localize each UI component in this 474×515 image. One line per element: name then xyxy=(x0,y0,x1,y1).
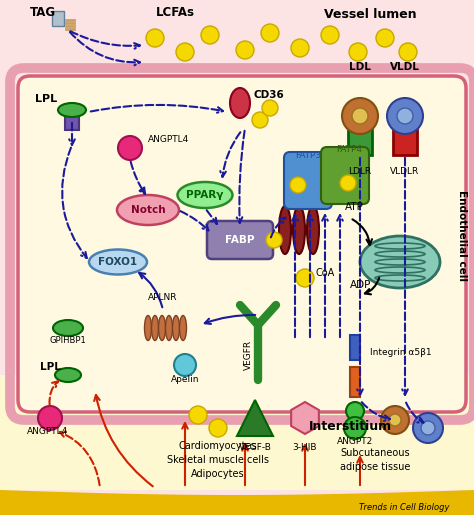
Polygon shape xyxy=(237,400,273,436)
Bar xyxy=(350,335,360,360)
Text: Integrin α5β1: Integrin α5β1 xyxy=(370,348,432,357)
Text: FOXO1: FOXO1 xyxy=(99,257,137,267)
Text: CD36: CD36 xyxy=(254,90,285,100)
Circle shape xyxy=(387,98,423,134)
Circle shape xyxy=(201,26,219,44)
Bar xyxy=(350,367,360,397)
Text: PPARγ: PPARγ xyxy=(186,190,224,200)
Text: APLNR: APLNR xyxy=(148,293,178,302)
FancyBboxPatch shape xyxy=(207,221,273,259)
Text: LPL: LPL xyxy=(40,362,61,372)
Text: CoA: CoA xyxy=(316,268,335,278)
Circle shape xyxy=(389,414,401,426)
Circle shape xyxy=(376,29,394,47)
Circle shape xyxy=(397,108,413,124)
Polygon shape xyxy=(291,402,319,434)
Circle shape xyxy=(290,177,306,193)
Text: GPIHBP1: GPIHBP1 xyxy=(50,336,86,345)
Circle shape xyxy=(321,26,339,44)
FancyBboxPatch shape xyxy=(321,147,369,204)
Circle shape xyxy=(352,108,368,124)
Text: Vessel lumen: Vessel lumen xyxy=(324,9,416,22)
Ellipse shape xyxy=(145,316,152,340)
Circle shape xyxy=(38,406,62,430)
FancyBboxPatch shape xyxy=(284,152,332,209)
Bar xyxy=(0,375,474,490)
Text: Interstitium: Interstitium xyxy=(309,421,392,434)
FancyBboxPatch shape xyxy=(18,76,466,412)
Text: ANGPTL4: ANGPTL4 xyxy=(148,135,189,145)
Ellipse shape xyxy=(230,88,250,118)
Text: Trends in Cell Biology: Trends in Cell Biology xyxy=(359,503,450,511)
Text: Apelin: Apelin xyxy=(171,375,199,384)
Bar xyxy=(393,113,417,155)
Circle shape xyxy=(189,406,207,424)
Bar xyxy=(52,11,64,26)
Ellipse shape xyxy=(152,316,158,340)
Text: FATP3: FATP3 xyxy=(295,150,321,160)
Circle shape xyxy=(340,175,356,191)
Circle shape xyxy=(252,112,268,128)
Circle shape xyxy=(421,421,435,435)
Text: ANGPT2: ANGPT2 xyxy=(337,437,373,446)
Ellipse shape xyxy=(58,103,86,117)
Circle shape xyxy=(349,43,367,61)
Polygon shape xyxy=(0,490,474,515)
Ellipse shape xyxy=(293,206,305,254)
Circle shape xyxy=(344,417,366,439)
Ellipse shape xyxy=(117,195,179,225)
Ellipse shape xyxy=(360,236,440,288)
Text: LDL: LDL xyxy=(349,62,371,72)
Ellipse shape xyxy=(89,249,147,274)
Circle shape xyxy=(342,98,378,134)
Text: VLDLR: VLDLR xyxy=(391,167,419,176)
Bar xyxy=(0,390,474,490)
Bar xyxy=(65,108,79,130)
Circle shape xyxy=(291,39,309,57)
Text: Subcutaneous
adipose tissue: Subcutaneous adipose tissue xyxy=(340,448,410,472)
Ellipse shape xyxy=(307,206,319,254)
Ellipse shape xyxy=(173,316,180,340)
Bar xyxy=(348,113,372,155)
Bar xyxy=(0,510,474,515)
Text: ATP: ATP xyxy=(345,202,364,212)
Circle shape xyxy=(261,24,279,42)
Text: VLDL: VLDL xyxy=(390,62,420,72)
Text: VEGF-B: VEGF-B xyxy=(238,443,272,452)
Text: Notch: Notch xyxy=(131,205,165,215)
Circle shape xyxy=(209,419,227,437)
Circle shape xyxy=(346,402,364,420)
Text: FATP4: FATP4 xyxy=(336,146,362,154)
Circle shape xyxy=(296,269,314,287)
Text: LCFAs: LCFAs xyxy=(155,6,194,19)
Circle shape xyxy=(413,413,443,443)
Text: Cardiomyocytes
Skeletal muscle cells
Adipocytes: Cardiomyocytes Skeletal muscle cells Adi… xyxy=(167,441,269,479)
Circle shape xyxy=(381,406,409,434)
Circle shape xyxy=(266,232,282,248)
Circle shape xyxy=(236,41,254,59)
Ellipse shape xyxy=(177,182,233,208)
Text: 3-HIB: 3-HIB xyxy=(293,443,317,452)
Text: LPL: LPL xyxy=(35,94,57,104)
Ellipse shape xyxy=(165,316,173,340)
Text: FABP: FABP xyxy=(225,235,255,245)
Ellipse shape xyxy=(55,368,81,382)
Ellipse shape xyxy=(158,316,165,340)
Circle shape xyxy=(118,136,142,160)
Text: TAG: TAG xyxy=(30,6,56,19)
Ellipse shape xyxy=(279,206,291,254)
Circle shape xyxy=(176,43,194,61)
Ellipse shape xyxy=(72,105,80,111)
Text: Endothelial cell: Endothelial cell xyxy=(457,190,467,281)
Circle shape xyxy=(262,100,278,116)
Ellipse shape xyxy=(180,316,186,340)
Text: VEGFR: VEGFR xyxy=(244,340,253,370)
Circle shape xyxy=(174,354,196,376)
Text: ADP: ADP xyxy=(350,280,371,290)
Text: LDLR: LDLR xyxy=(348,167,372,176)
Ellipse shape xyxy=(53,320,83,336)
Circle shape xyxy=(399,43,417,61)
Text: ANGPTL4: ANGPTL4 xyxy=(27,427,69,436)
Circle shape xyxy=(146,29,164,47)
